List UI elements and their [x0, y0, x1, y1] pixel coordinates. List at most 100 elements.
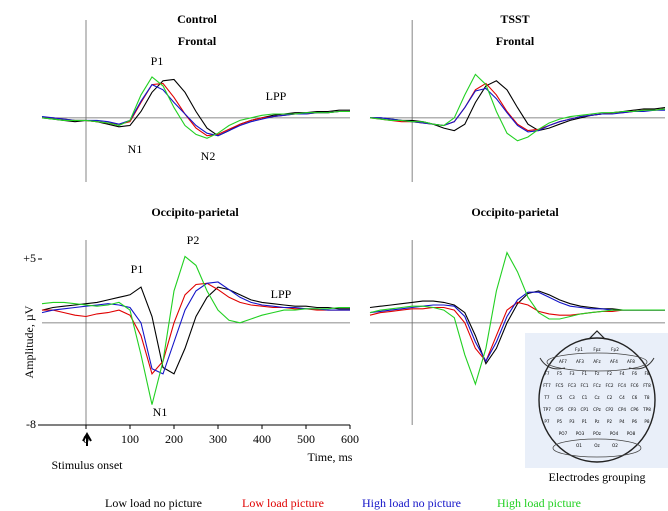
electrode-label: C1 [582, 395, 588, 400]
x-tick-label: 300 [209, 432, 227, 446]
electrode-label: AF4 [610, 359, 618, 364]
component-label: LPP [271, 287, 292, 301]
waveform [41, 286, 350, 375]
electrode-label: O1 [576, 443, 582, 448]
waveform [369, 301, 665, 363]
electrode-label: O2 [612, 443, 618, 448]
electrode-label: FC6 [631, 383, 639, 388]
legend-entry: High load picture [497, 496, 581, 510]
electrode-label: PO3 [576, 431, 585, 436]
electrode-label: P2 [607, 419, 613, 424]
electrode-label: C3 [569, 395, 575, 400]
panel-title: Occipito-parietal [471, 205, 559, 219]
electrode-label: CP6 [630, 407, 638, 412]
legend-entry: Low load no picture [105, 496, 202, 510]
nose [588, 330, 606, 340]
electrode-label: Fp2 [611, 347, 619, 352]
y-tick-label: -8 [26, 417, 36, 431]
legend-entry: Low load picture [242, 496, 324, 510]
component-label: P1 [151, 54, 164, 68]
frontal-group [546, 352, 648, 372]
waveform [41, 255, 350, 405]
electrode-label: F8 [644, 371, 649, 376]
electrode-label: F5 [557, 371, 562, 376]
waveform [369, 73, 666, 142]
x-tick-label: 100 [121, 432, 139, 446]
electrode-label: FCz [593, 383, 601, 388]
inset-background [525, 333, 668, 468]
component-label: LPP [266, 89, 287, 103]
electrode-label: PO4 [610, 431, 619, 436]
electrode-label: FC5 [556, 383, 564, 388]
x-tick-label: 400 [253, 432, 271, 446]
occipital-group [552, 438, 642, 458]
electrode-label: Fpz [593, 347, 601, 352]
electrode-label: F7 [544, 371, 549, 376]
x-tick-label: 600 [341, 432, 359, 446]
waveform [41, 281, 350, 375]
electrode-label: CP1 [580, 407, 588, 412]
electrode-label: Oz [594, 443, 600, 448]
electrode-label: Fp1 [575, 347, 583, 352]
electrode-label: P4 [619, 419, 625, 424]
waveform [370, 80, 666, 132]
waveform [370, 87, 665, 133]
electrode-label: C6 [632, 395, 638, 400]
electrode-label: AF7 [559, 359, 567, 364]
y-tick-label: +5 [23, 251, 36, 265]
panel-title: Frontal [496, 34, 535, 48]
electrode-label: FT8 [643, 383, 651, 388]
group-title: TSST [500, 12, 529, 26]
onset-arrow [82, 431, 92, 446]
electrode-label: CP5 [555, 407, 563, 412]
electrode-label: C5 [557, 395, 563, 400]
inset-caption: Electrodes grouping [549, 470, 646, 484]
electrode-label: C2 [607, 395, 613, 400]
component-label: N2 [201, 149, 216, 163]
waveform [369, 251, 665, 386]
waveform [41, 76, 350, 139]
waveform [369, 290, 665, 365]
electrode-label: POz [593, 431, 602, 436]
electrode-label: Fz [595, 371, 600, 376]
electrode-label: CPz [593, 407, 601, 412]
electrode-label: F6 [632, 371, 637, 376]
electrode-label: PO7 [559, 431, 568, 436]
electrode-label: C4 [619, 395, 625, 400]
x-tick-label: 200 [165, 432, 183, 446]
electrode-label: P3 [569, 419, 575, 424]
electrode-label: F3 [569, 371, 574, 376]
legend-entry: High load no picture [362, 496, 461, 510]
waveform [42, 82, 350, 137]
onset-label: Stimulus onset [51, 458, 123, 472]
waveform [42, 282, 350, 376]
electrode-label: T8 [643, 395, 650, 400]
electrode-label: T7 [543, 395, 550, 400]
x-tick-label: 0 [83, 432, 89, 446]
electrode-label: TP8 [642, 407, 651, 412]
electrode-label: P5 [557, 419, 563, 424]
group-title: Control [177, 12, 217, 26]
component-label: P1 [131, 262, 144, 276]
electrode-label: FC4 [618, 383, 626, 388]
electrode-label: P7 [544, 419, 550, 424]
electrode-label: CP3 [568, 407, 576, 412]
electrode-label: Pz [595, 419, 601, 424]
electrode-label: P1 [582, 419, 588, 424]
electrode-label: FC1 [581, 383, 589, 388]
electrode-label: Cz [594, 395, 600, 400]
electrode-label: FC3 [568, 383, 576, 388]
component-label: P2 [187, 233, 200, 247]
electrode-label: FT7 [543, 383, 551, 388]
electrode-label: TP7 [542, 407, 551, 412]
x-tick-label: 500 [297, 432, 315, 446]
y-axis-label: Amplitude, µV [22, 305, 36, 378]
electrode-label: AF3 [576, 359, 584, 364]
electrode-label: AFz [593, 359, 601, 364]
x-axis-label: Time, ms [308, 450, 353, 464]
electrode-label: PO8 [627, 431, 636, 436]
component-label: N1 [128, 142, 143, 156]
electrode-label: FC2 [606, 383, 614, 388]
head [538, 337, 656, 463]
